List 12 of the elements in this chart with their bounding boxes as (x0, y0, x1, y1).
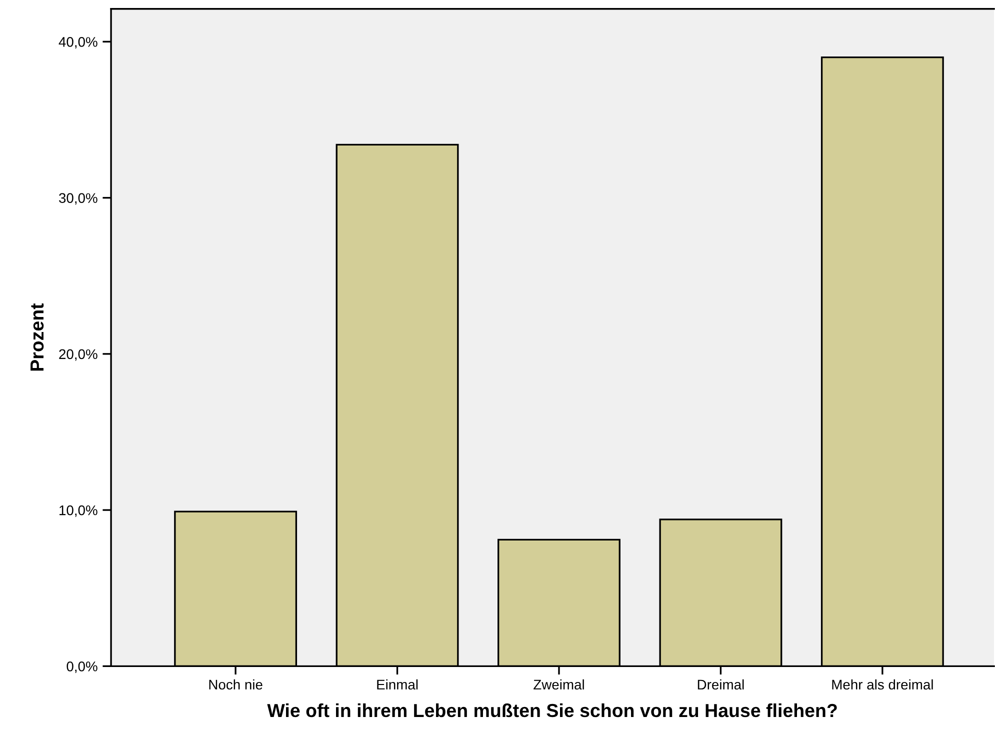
x-tick-label: Einmal (377, 679, 418, 690)
x-tick-label: Dreimal (698, 679, 744, 690)
x-axis-title: Wie oft in ihrem Leben mußten Sie schon von zu Hause fliehen? (267, 703, 837, 718)
y-tick-label: 0,0% (66, 661, 98, 673)
y-tick-label: 40,0% (58, 37, 98, 48)
x-tick-label: Zweimal (534, 679, 584, 690)
x-tick-label: Noch nie (209, 679, 262, 690)
y-tick-label: 30,0% (59, 193, 98, 205)
x-tick-label: Mehr als dreimal (832, 679, 933, 690)
y-axis-title: Prozent (30, 303, 44, 371)
y-tick-label: 20,0% (59, 349, 98, 361)
y-tick-label: 10,0% (60, 505, 98, 517)
